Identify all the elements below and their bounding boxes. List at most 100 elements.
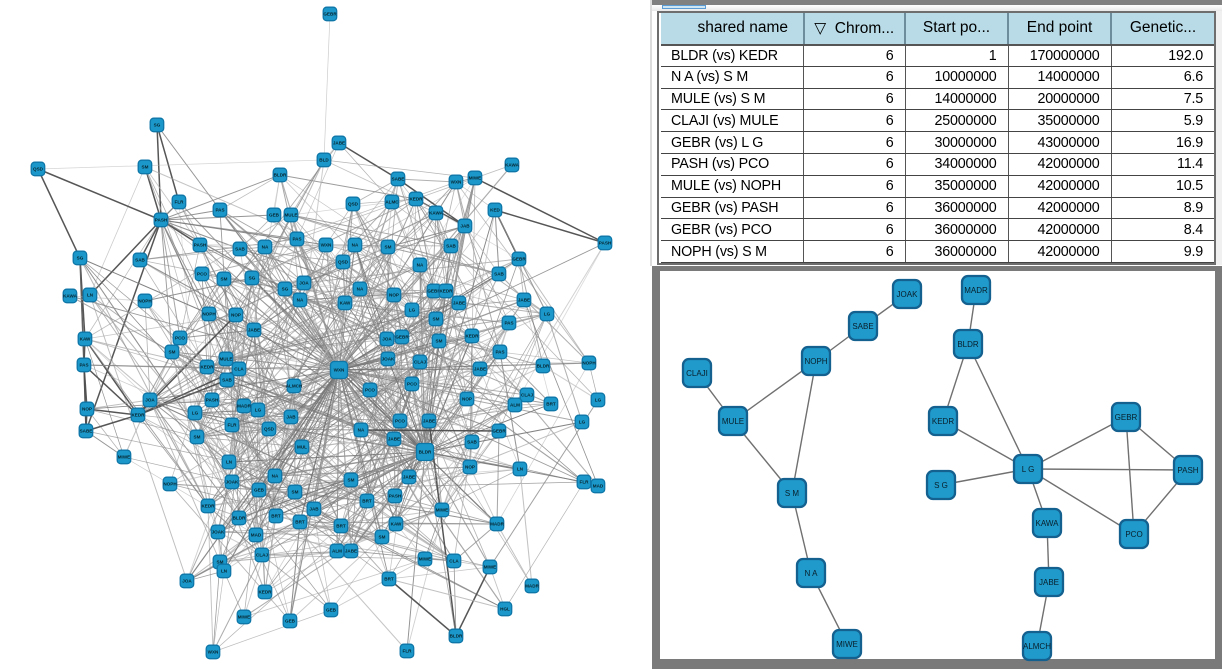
svg-text:KEDR: KEDR xyxy=(131,413,145,418)
svg-text:KAWA: KAWA xyxy=(505,163,519,168)
svg-text:BLDR: BLDR xyxy=(233,516,246,521)
svg-text:GEBR: GEBR xyxy=(395,335,409,340)
svg-text:KAW: KAW xyxy=(80,337,91,342)
svg-text:S G: S G xyxy=(934,481,948,490)
svg-text:PAS: PAS xyxy=(292,237,301,242)
svg-text:ALMC: ALMC xyxy=(385,200,399,205)
svg-text:BLDR: BLDR xyxy=(537,364,550,369)
svg-text:NA: NA xyxy=(352,243,359,248)
svg-text:JABE: JABE xyxy=(388,437,400,442)
svg-text:PCO: PCO xyxy=(175,336,185,341)
svg-text:JABE: JABE xyxy=(474,367,486,372)
svg-text:GEBR: GEBR xyxy=(427,289,441,294)
svg-text:NOPH: NOPH xyxy=(138,299,152,304)
svg-text:JOAK: JOAK xyxy=(897,290,919,299)
svg-text:LN: LN xyxy=(226,460,233,465)
svg-text:JABE: JABE xyxy=(403,475,415,480)
svg-text:KAW: KAW xyxy=(391,522,402,527)
svg-text:SM: SM xyxy=(221,277,228,282)
svg-text:PASH: PASH xyxy=(1177,466,1198,475)
svg-text:CLAJ: CLAJ xyxy=(256,553,268,558)
svg-text:QSD: QSD xyxy=(348,202,359,207)
svg-text:PAS: PAS xyxy=(504,321,513,326)
svg-text:WXN: WXN xyxy=(451,180,462,185)
svg-text:NOP: NOP xyxy=(465,465,475,470)
svg-text:SG: SG xyxy=(77,256,84,261)
svg-text:SM: SM xyxy=(348,478,355,483)
svg-text:NOP: NOP xyxy=(231,313,241,318)
svg-text:LG: LG xyxy=(579,420,586,425)
svg-text:SAB: SAB xyxy=(222,378,232,383)
svg-text:FLR: FLR xyxy=(403,649,413,654)
svg-text:NA: NA xyxy=(272,474,279,479)
svg-text:LG: LG xyxy=(595,398,602,403)
svg-text:SAB: SAB xyxy=(467,440,477,445)
svg-text:KEDR: KEDR xyxy=(258,590,272,595)
svg-text:NOPH: NOPH xyxy=(804,357,827,366)
svg-text:SAB: SAB xyxy=(135,258,145,263)
svg-text:KEDR: KEDR xyxy=(465,334,479,339)
svg-text:NA: NA xyxy=(358,428,365,433)
svg-text:MIWE: MIWE xyxy=(836,640,858,649)
svg-text:LN: LN xyxy=(87,293,94,298)
svg-text:PAS: PAS xyxy=(495,350,504,355)
svg-text:KAWA: KAWA xyxy=(429,211,443,216)
svg-text:GEBR: GEBR xyxy=(1115,413,1138,422)
svg-text:MULE: MULE xyxy=(722,417,744,426)
svg-text:KEDR: KEDR xyxy=(409,197,423,202)
svg-text:JABE: JABE xyxy=(345,549,357,554)
svg-text:SM: SM xyxy=(194,435,201,440)
svg-text:NOP: NOP xyxy=(82,407,92,412)
svg-text:FLR: FLR xyxy=(228,423,238,428)
svg-text:SM: SM xyxy=(169,350,176,355)
svg-text:BLDR: BLDR xyxy=(450,634,463,639)
svg-text:SM: SM xyxy=(292,490,299,495)
svg-text:PAS: PAS xyxy=(79,363,88,368)
svg-text:MIWE: MIWE xyxy=(469,176,482,181)
svg-text:SABE: SABE xyxy=(80,429,93,434)
svg-text:GEB: GEB xyxy=(326,608,337,613)
svg-text:JOA: JOA xyxy=(299,281,309,286)
svg-text:LG: LG xyxy=(255,408,262,413)
svg-text:GEB: GEB xyxy=(254,488,265,493)
svg-text:WXN: WXN xyxy=(334,368,345,373)
svg-text:JAB: JAB xyxy=(286,415,296,420)
svg-text:SM: SM xyxy=(436,339,443,344)
svg-text:KAW: KAW xyxy=(340,301,351,306)
svg-text:NA: NA xyxy=(357,287,364,292)
svg-text:JOA: JOA xyxy=(182,579,192,584)
svg-text:MIWE: MIWE xyxy=(419,557,432,562)
svg-text:QSD: QSD xyxy=(264,427,275,432)
svg-text:QSD: QSD xyxy=(33,167,44,172)
svg-text:KEDR: KEDR xyxy=(200,365,214,370)
svg-text:JOA: JOA xyxy=(145,398,155,403)
svg-text:PASH: PASH xyxy=(389,494,402,499)
svg-text:SG: SG xyxy=(154,123,161,128)
svg-text:KAWA: KAWA xyxy=(63,294,77,299)
svg-text:LG: LG xyxy=(192,411,199,416)
svg-text:MULE: MULE xyxy=(219,357,232,362)
svg-text:MADR: MADR xyxy=(237,404,251,409)
svg-text:JABE: JABE xyxy=(333,141,345,146)
svg-text:SAB: SAB xyxy=(494,272,504,277)
svg-text:LG: LG xyxy=(409,308,416,313)
svg-text:PCO: PCO xyxy=(365,388,375,393)
svg-text:JABE: JABE xyxy=(248,328,260,333)
svg-text:NOPH: NOPH xyxy=(582,361,596,366)
svg-text:MADR: MADR xyxy=(964,286,988,295)
svg-text:CLAJ: CLAJ xyxy=(521,393,533,398)
svg-text:GEB: GEB xyxy=(269,213,280,218)
svg-text:LN: LN xyxy=(221,569,228,574)
svg-text:PCO: PCO xyxy=(1125,530,1142,539)
svg-text:SAB: SAB xyxy=(235,247,245,252)
svg-text:GEBR: GEBR xyxy=(512,257,526,262)
svg-text:SM: SM xyxy=(385,245,392,250)
svg-text:JAB: JAB xyxy=(309,507,319,512)
svg-text:JABE: JABE xyxy=(423,419,435,424)
svg-text:JABE: JABE xyxy=(518,298,530,303)
svg-text:MIWE: MIWE xyxy=(238,615,251,620)
svg-text:SM: SM xyxy=(142,165,149,170)
svg-text:NOPH: NOPH xyxy=(163,482,177,487)
svg-text:SG: SG xyxy=(249,276,256,281)
svg-text:BRT: BRT xyxy=(384,577,394,582)
